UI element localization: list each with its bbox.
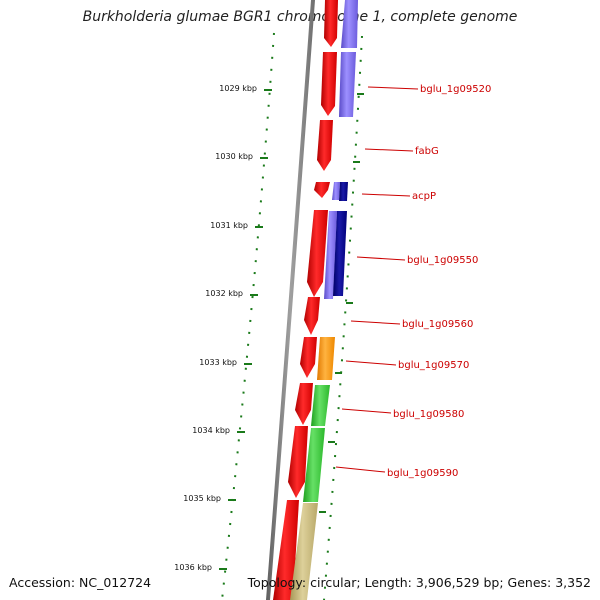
cds-feature[interactable] <box>307 210 328 297</box>
gene-name[interactable]: fabG <box>415 146 439 157</box>
tick-label: 1030 kbp <box>215 152 253 161</box>
tick-1029: 1029 kbp <box>219 84 272 93</box>
tick-1033: 1033 kbp <box>199 358 252 367</box>
tick-1032: 1032 kbp <box>205 289 258 298</box>
genome-stats-label: Topology: circular; Length: 3,906,529 bp… <box>247 575 591 590</box>
gene-name[interactable]: bglu_1g09580 <box>393 409 464 420</box>
gene-label-bglu_1g09580[interactable]: bglu_1g09580 <box>341 408 464 420</box>
cog-feature[interactable] <box>341 0 358 48</box>
gene-name[interactable]: bglu_1g09560 <box>402 319 473 330</box>
tick-label: 1033 kbp <box>199 358 237 367</box>
cds-feature[interactable] <box>273 500 299 600</box>
gene-label-bglu_1g09550[interactable]: bglu_1g09550 <box>356 255 478 266</box>
tick-1036: 1036 kbp <box>174 563 227 572</box>
gc-skew-outer-track <box>319 35 364 600</box>
cds-feature[interactable] <box>314 182 330 198</box>
tick-label: 1034 kbp <box>192 426 230 435</box>
cog-feature[interactable] <box>317 337 335 380</box>
cds-feature[interactable] <box>300 337 317 378</box>
cog-feature[interactable] <box>324 211 337 299</box>
cog-feature[interactable] <box>339 182 348 201</box>
cog-category-track[interactable] <box>290 0 358 600</box>
chromosome-backbone <box>266 0 315 600</box>
cog-feature[interactable] <box>303 428 325 502</box>
cog-feature[interactable] <box>311 385 330 426</box>
tick-1034: 1034 kbp <box>192 426 245 435</box>
tick-label: 1035 kbp <box>183 494 221 503</box>
gene-label-bglu_1g09520[interactable]: bglu_1g09520 <box>367 84 491 95</box>
tick-label: 1032 kbp <box>205 289 243 298</box>
cds-feature[interactable] <box>321 52 337 116</box>
gene-label-bglu_1g09590[interactable]: bglu_1g09590 <box>335 466 458 479</box>
gene-label-acpP[interactable]: acpP <box>361 191 436 202</box>
cog-feature[interactable] <box>332 182 340 200</box>
position-ruler: 1029 kbp 1030 kbp 1031 kbp 1032 kbp 1033… <box>174 84 272 572</box>
cog-feature[interactable] <box>333 211 347 296</box>
map-title: Burkholderia glumae BGR1 chromosome 1, c… <box>82 9 518 25</box>
accession-label: Accession: NC_012724 <box>9 575 152 590</box>
gene-name[interactable]: acpP <box>412 191 436 202</box>
tick-1030: 1030 kbp <box>215 152 268 161</box>
cds-feature[interactable] <box>324 0 338 47</box>
cds-feature[interactable] <box>288 426 308 498</box>
gene-label-bglu_1g09570[interactable]: bglu_1g09570 <box>345 360 469 371</box>
gene-label-bglu_1g09560[interactable]: bglu_1g09560 <box>350 319 473 330</box>
cog-feature[interactable] <box>339 52 356 117</box>
cog-feature[interactable] <box>290 503 318 600</box>
gene-name[interactable]: bglu_1g09520 <box>420 84 491 95</box>
gene-label-fabG[interactable]: fabG <box>364 146 439 157</box>
tick-1031: 1031 kbp <box>210 221 263 230</box>
tick-label: 1036 kbp <box>174 563 212 572</box>
forward-cds-track[interactable] <box>273 0 338 600</box>
gene-name[interactable]: bglu_1g09590 <box>387 468 458 479</box>
gc-content-inner-track <box>221 32 275 600</box>
gene-name[interactable]: bglu_1g09570 <box>398 360 469 371</box>
gene-name[interactable]: bglu_1g09550 <box>407 255 478 266</box>
gene-labels[interactable]: bglu_1g09520 fabG acpP bglu_1g09550 bglu… <box>335 84 491 479</box>
tick-1035: 1035 kbp <box>183 494 236 503</box>
cds-feature[interactable] <box>317 120 333 171</box>
tick-label: 1031 kbp <box>210 221 248 230</box>
cds-feature[interactable] <box>304 297 320 335</box>
tick-label: 1029 kbp <box>219 84 257 93</box>
cds-feature[interactable] <box>295 383 313 425</box>
